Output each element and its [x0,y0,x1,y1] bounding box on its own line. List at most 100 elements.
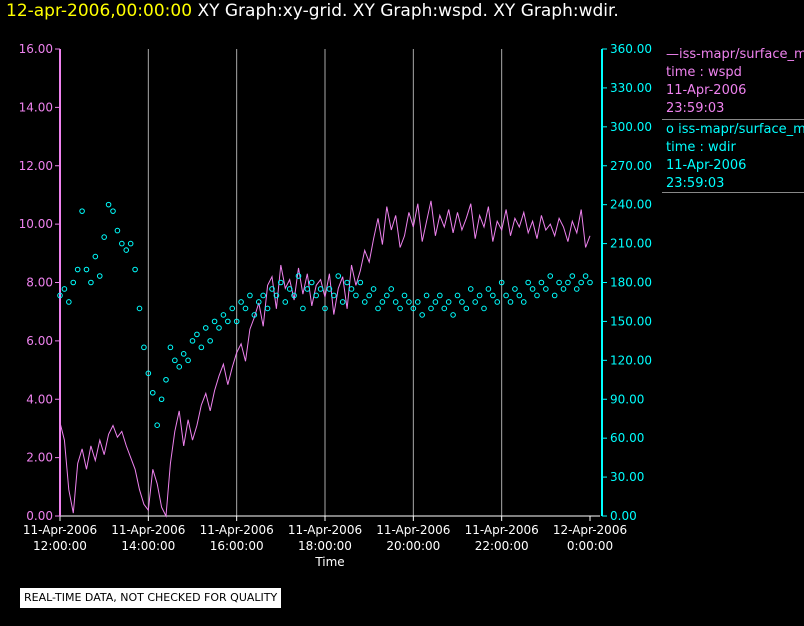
wdir-point [331,292,337,299]
wdir-point [419,312,425,318]
wdir-point [255,299,262,305]
wdir-point [229,305,236,312]
wdir-point [582,273,589,279]
wdir-point [534,292,540,299]
y-right-tick-label: 90.00 [610,392,644,406]
wdir-point [176,364,183,370]
wdir-point [401,292,408,299]
wdir-point [538,279,545,286]
grid-lines [147,49,503,516]
axes [55,48,607,521]
wspd-series [59,200,591,518]
wdir-point [110,208,116,214]
wdir-point [543,286,549,292]
wdir-point [225,318,231,325]
wdir-series [57,201,593,428]
y-right-tick-label: 240.00 [610,198,652,212]
y-right-tick-label: 180.00 [610,276,652,290]
wdir-point [66,299,72,305]
wdir-point [70,279,77,286]
axis-labels: 11-Apr-2006 12:00:00 11-Apr-2006 14:00:00 11… [19,42,652,569]
wdir-point [211,318,218,325]
wdir-point [74,266,81,273]
legend-wspd-name: —iss-mapr/surface_m [666,47,804,62]
legend-wdir-date: 11-Apr-2006 [666,158,747,173]
wdir-point [278,279,284,286]
wdir-point [361,299,368,305]
wdir-point [388,286,395,292]
wdir-point [556,279,562,286]
wdir-point [202,325,209,331]
wdir-point [326,286,333,292]
wdir-point [189,338,196,344]
wdir-point [273,292,280,299]
x-tick-label-date: 12-Apr-2006 [553,523,627,537]
wdir-point [264,305,271,312]
header-title: XY Graph:xy-grid. XY Graph:wspd. XY Grap… [197,1,619,21]
y-right-tick-label: 270.00 [610,159,652,173]
wdir-point [520,299,527,305]
wdir-point [467,286,474,292]
wdir-point [423,292,430,299]
wdir-point [295,273,302,279]
y-right-tick-label: 300.00 [610,120,652,134]
x-tick-label-time: 22:00:00 [475,539,529,553]
legend: —iss-mapr/surface_m time : wspd 11-Apr-2… [662,46,804,194]
wdir-point [406,299,412,305]
y-left-tick-label: 16.00 [19,42,53,56]
y-left-tick-label: 2.00 [26,451,53,465]
wdir-point [392,299,399,305]
wdir-point [428,305,434,312]
wdir-point [132,266,138,273]
wdir-point [565,279,571,286]
wdir-point [300,305,306,312]
x-axis-title: Time [314,555,344,569]
wdir-point [339,299,346,305]
wdir-point [317,286,324,292]
wdir-point [560,286,567,292]
wdir-point [119,240,125,247]
legend-wdir-time: 23:59:03 [666,176,725,191]
y-right-tick-label: 0.00 [610,509,637,523]
legend-wdir-marker: o [666,122,674,137]
y-left-tick-label: 12.00 [19,159,53,173]
wdir-point [454,292,461,299]
wdir-point [485,286,492,292]
wdir-point [233,318,240,325]
wspd-line [59,200,591,518]
wdir-point [291,292,297,299]
wdir-point [141,344,147,351]
wdir-point [313,292,319,299]
x-tick-label-time: 16:00:00 [210,539,264,553]
wdir-point [450,312,456,318]
wdir-point [198,344,205,351]
wdir-point [525,279,531,286]
wdir-point [154,422,160,428]
wdir-point [472,299,478,305]
x-tick-label-time: 0:00:00 [567,539,613,553]
wdir-point [238,299,244,305]
y-left-tick-label: 14.00 [19,100,53,114]
y-right-tick-label: 120.00 [610,353,652,367]
wdir-point [114,227,121,234]
x-tick-label-date: 11-Apr-2006 [376,523,450,537]
header-date: 12-apr-2006,00:00:00 [6,1,193,21]
wdir-point [96,273,103,279]
wdir-point [410,305,417,312]
disclaimer-note: REAL-TIME DATA, NOT CHECKED FOR QUALITY [20,588,282,608]
wdir-point [441,305,448,312]
y-left-tick-label: 6.00 [26,334,53,348]
wdir-point [251,312,258,318]
wdir-point [459,299,465,305]
wdir-point [397,305,403,312]
wdir-point [61,286,68,292]
wdir-point [247,292,253,299]
y-right-tick-label: 60.00 [610,431,644,445]
wdir-point [308,279,315,286]
wdir-point [503,292,509,299]
wdir-point [92,253,99,260]
wdir-point [529,286,536,292]
legend-wspd-var: time : wspd [666,65,742,80]
wdir-point [344,279,350,286]
wdir-point [437,292,443,299]
